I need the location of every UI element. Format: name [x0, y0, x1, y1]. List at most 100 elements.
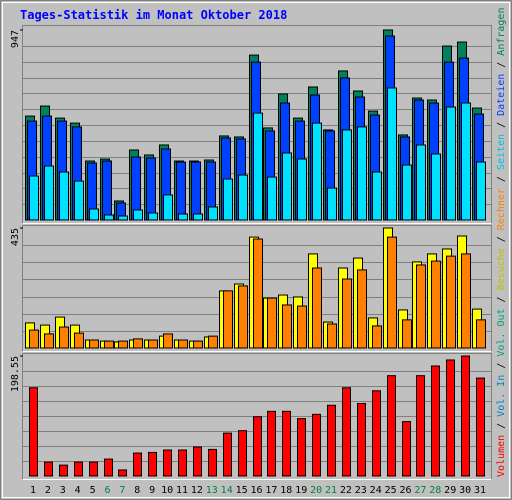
bar	[327, 404, 336, 477]
bar	[357, 126, 367, 221]
x-tick-label: 29	[444, 485, 456, 496]
legend-entry: Anfragen	[496, 8, 507, 56]
bar	[297, 158, 307, 221]
x-tick-label: 11	[176, 485, 188, 496]
x-tick-label: 22	[340, 485, 352, 496]
bar	[29, 387, 38, 477]
x-tick-label: 16	[250, 485, 262, 496]
bar	[357, 402, 366, 477]
legend-separator: /	[496, 122, 507, 128]
legend-entry: Vol. Out	[496, 308, 507, 356]
bar	[89, 339, 99, 349]
chart-title: Tages-Statistik im Monat Oktober 2018	[20, 8, 287, 22]
bar	[178, 213, 188, 221]
x-tick-label: 8	[134, 485, 140, 496]
bar	[104, 458, 113, 477]
bar	[191, 161, 201, 221]
bar	[461, 253, 471, 349]
bar	[372, 325, 382, 349]
bar	[327, 323, 337, 349]
bar	[148, 339, 158, 349]
bar	[282, 410, 291, 477]
bar	[461, 102, 471, 221]
bar	[267, 297, 277, 349]
bar	[29, 329, 39, 349]
bar	[446, 359, 455, 477]
bar	[118, 215, 128, 221]
x-tick-label: 6	[104, 485, 110, 496]
x-tick-label: 1	[30, 485, 36, 496]
x-tick-label: 9	[149, 485, 155, 496]
bar	[163, 194, 173, 221]
bar	[238, 430, 247, 477]
bar	[297, 418, 306, 477]
x-tick-label: 18	[280, 485, 292, 496]
bar	[74, 332, 84, 349]
y-tick-label: 198.55	[10, 356, 21, 392]
bar	[223, 178, 233, 221]
x-tick-label: 26	[399, 485, 411, 496]
legend-entry: Seiten	[496, 134, 507, 170]
bar	[146, 157, 156, 221]
bar	[176, 161, 186, 221]
x-tick-label: 4	[75, 485, 81, 496]
bar	[342, 387, 351, 477]
legend-entry: Volumen	[496, 435, 507, 477]
bar	[102, 160, 112, 221]
x-tick-label: 12	[191, 485, 203, 496]
bar	[193, 340, 203, 349]
bar	[59, 464, 68, 477]
bar	[178, 339, 188, 349]
x-tick-label: 7	[119, 485, 125, 496]
bar	[74, 461, 83, 477]
legend-separator: /	[496, 363, 507, 369]
bar	[416, 264, 426, 349]
x-tick-label: 27	[414, 485, 426, 496]
bar	[267, 410, 276, 477]
x-tick-label: 25	[385, 485, 397, 496]
bar	[461, 355, 470, 477]
bar	[163, 449, 172, 477]
bar	[59, 326, 69, 349]
bar	[148, 212, 158, 221]
legend-separator: /	[496, 236, 507, 242]
legend-separator: /	[496, 296, 507, 302]
bar	[89, 208, 99, 221]
x-tick-label: 17	[265, 485, 277, 496]
bar	[238, 174, 248, 221]
bar	[223, 432, 232, 477]
x-tick-label: 19	[295, 485, 307, 496]
bar	[118, 469, 127, 477]
x-tick-label: 20	[310, 485, 322, 496]
bar	[357, 269, 367, 349]
bar	[253, 112, 263, 221]
x-tick-label: 28	[429, 485, 441, 496]
bar	[476, 377, 485, 477]
bar	[133, 338, 143, 349]
bar	[133, 209, 143, 221]
legend: Volumen / Vol. In / Vol. Out / Besuche / Rechner…	[496, 8, 507, 477]
bar	[208, 335, 218, 349]
bar	[44, 461, 53, 477]
x-tick-label: 2	[45, 485, 51, 496]
bar	[431, 365, 440, 477]
x-tick-label: 14	[221, 485, 233, 496]
legend-entry: Besuche	[496, 248, 507, 290]
bar	[208, 206, 218, 221]
x-tick-label: 31	[474, 485, 486, 496]
bar	[312, 122, 322, 221]
x-tick-label: 3	[60, 485, 66, 496]
bar	[208, 448, 217, 477]
x-tick-label: 15	[236, 485, 248, 496]
bar	[253, 238, 263, 349]
bar	[312, 267, 322, 349]
y-tick-label: 435	[10, 228, 21, 246]
bar	[372, 390, 381, 477]
bar	[59, 171, 69, 221]
bar	[253, 416, 262, 477]
bar	[282, 152, 292, 221]
bar	[223, 290, 233, 349]
bar	[282, 304, 292, 349]
